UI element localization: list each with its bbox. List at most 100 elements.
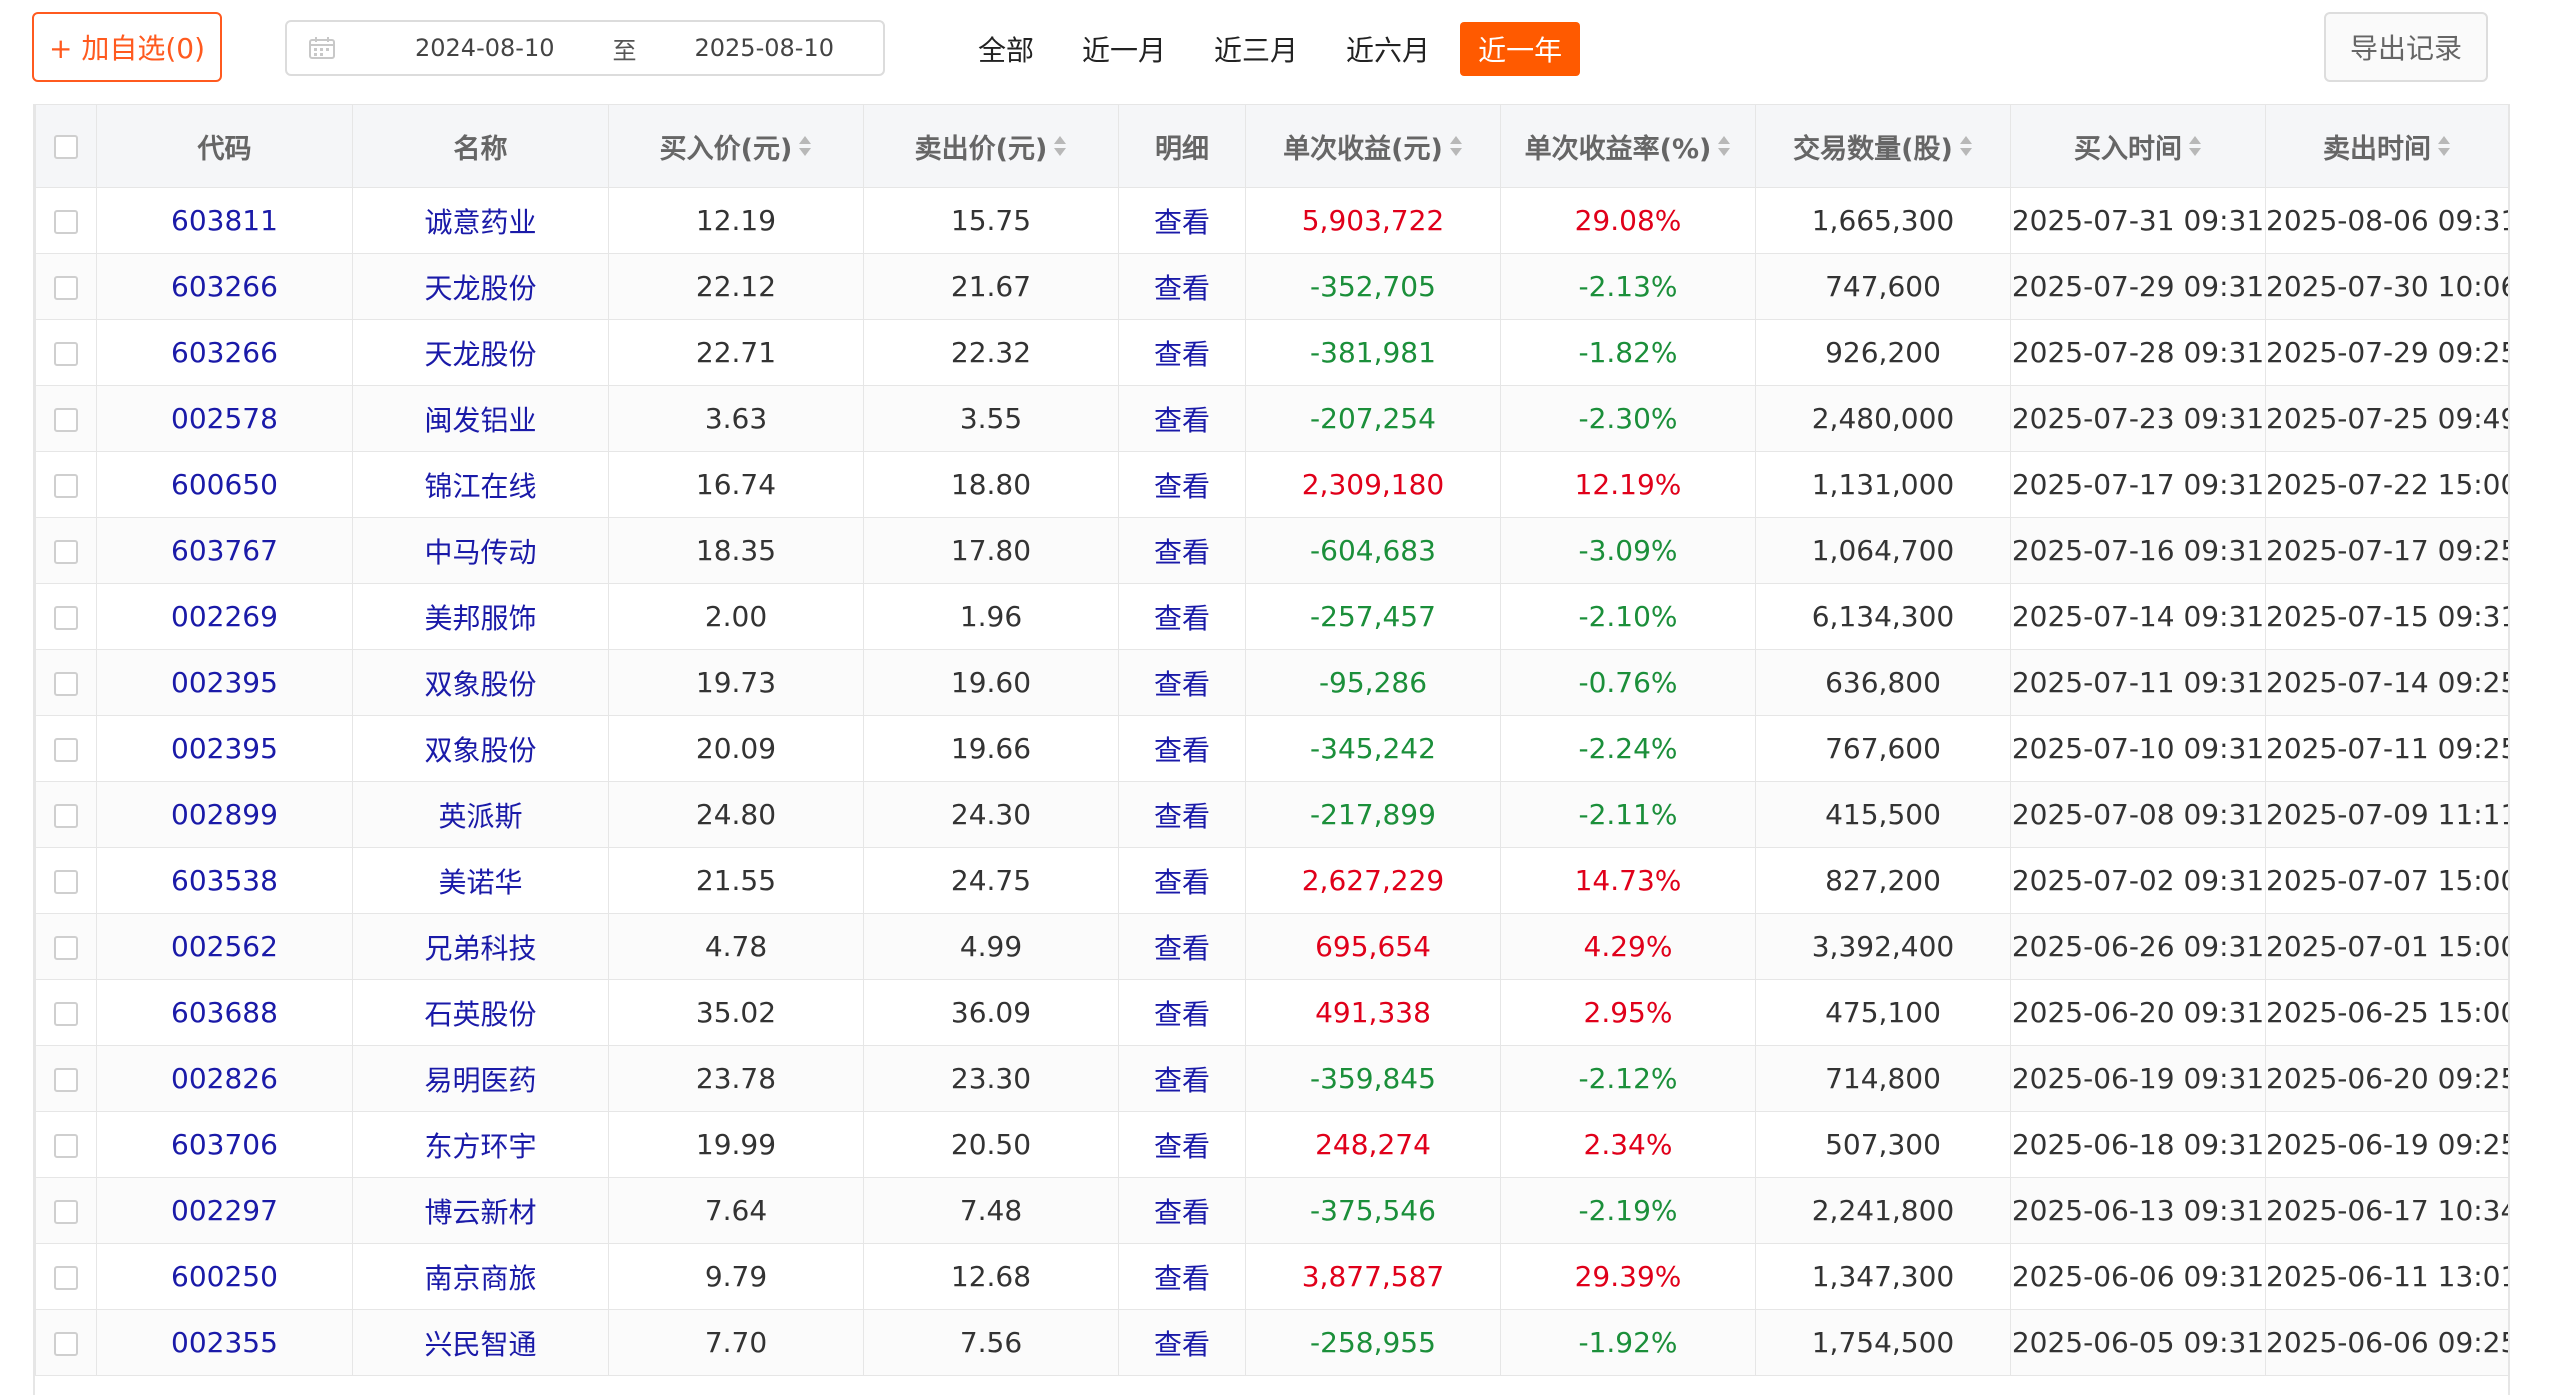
add-watchlist-button[interactable]: + 加自选(0) (32, 12, 222, 82)
stock-name-link[interactable]: 东方环宇 (352, 1111, 609, 1178)
view-detail-link[interactable]: 查看 (1118, 847, 1246, 914)
view-detail-link[interactable]: 查看 (1118, 979, 1246, 1046)
row-checkbox[interactable] (54, 474, 78, 498)
tab-3-months[interactable]: 近三月 (1214, 34, 1299, 67)
stock-name-link[interactable]: 天龙股份 (352, 253, 609, 320)
tab-6-months[interactable]: 近六月 (1346, 34, 1431, 67)
view-detail-link[interactable]: 查看 (1118, 781, 1246, 848)
row-checkbox[interactable] (54, 738, 78, 762)
sort-icon[interactable] (2437, 135, 2451, 157)
view-detail-link[interactable]: 查看 (1118, 583, 1246, 650)
row-checkbox[interactable] (54, 210, 78, 234)
view-detail-link[interactable]: 查看 (1118, 715, 1246, 782)
header-sell-time[interactable]: 卖出时间 (2265, 104, 2508, 188)
stock-name-link[interactable]: 兄弟科技 (352, 913, 609, 980)
stock-name-link[interactable]: 美邦服饰 (352, 583, 609, 650)
stock-name-link[interactable]: 易明医药 (352, 1045, 609, 1112)
sort-icon[interactable] (1449, 135, 1463, 157)
row-checkbox[interactable] (54, 804, 78, 828)
header-buy-price[interactable]: 买入价(元) (608, 104, 864, 188)
stock-code-link[interactable]: 002899 (96, 781, 353, 848)
row-checkbox[interactable] (54, 672, 78, 696)
row-checkbox[interactable] (54, 1200, 78, 1224)
stock-name-link[interactable]: 锦江在线 (352, 451, 609, 518)
view-detail-link[interactable]: 查看 (1118, 253, 1246, 320)
view-detail-link[interactable]: 查看 (1118, 517, 1246, 584)
stock-code-link[interactable]: 002355 (96, 1309, 353, 1376)
tab-1-year[interactable]: 近一年 (1460, 22, 1581, 76)
stock-code-link[interactable]: 600650 (96, 451, 353, 518)
sort-icon[interactable] (1053, 135, 1067, 157)
stock-name-link[interactable]: 美诺华 (352, 847, 609, 914)
sort-icon[interactable] (2188, 135, 2202, 157)
stock-code-link[interactable]: 603706 (96, 1111, 353, 1178)
stock-code-link[interactable]: 603266 (96, 319, 353, 386)
sort-icon[interactable] (1959, 135, 1973, 157)
header-sell-price[interactable]: 卖出价(元) (863, 104, 1119, 188)
profit-cell: -375,546 (1245, 1177, 1501, 1244)
row-checkbox[interactable] (54, 1002, 78, 1026)
stock-code-link[interactable]: 603688 (96, 979, 353, 1046)
stock-name-link[interactable]: 兴民智通 (352, 1309, 609, 1376)
view-detail-link[interactable]: 查看 (1118, 451, 1246, 518)
stock-code-link[interactable]: 002578 (96, 385, 353, 452)
tab-1-month[interactable]: 近一月 (1082, 34, 1167, 67)
stock-code-link[interactable]: 002826 (96, 1045, 353, 1112)
row-checkbox[interactable] (54, 870, 78, 894)
row-checkbox[interactable] (54, 1332, 78, 1356)
stock-name-link[interactable]: 双象股份 (352, 649, 609, 716)
sort-icon[interactable] (798, 135, 812, 157)
row-checkbox[interactable] (54, 936, 78, 960)
stock-code-link[interactable]: 603767 (96, 517, 353, 584)
header-buy-time[interactable]: 买入时间 (2010, 104, 2266, 188)
stock-code-link[interactable]: 002562 (96, 913, 353, 980)
row-checkbox[interactable] (54, 1134, 78, 1158)
stock-name-link[interactable]: 南京商旅 (352, 1243, 609, 1310)
view-detail-link[interactable]: 查看 (1118, 385, 1246, 452)
tab-all[interactable]: 全部 (978, 34, 1035, 67)
header-profit[interactable]: 单次收益(元) (1245, 104, 1501, 188)
view-detail-link[interactable]: 查看 (1118, 913, 1246, 980)
stock-code-link[interactable]: 002269 (96, 583, 353, 650)
stock-code-link[interactable]: 002395 (96, 649, 353, 716)
date-range-picker[interactable]: 2024-08-10 至 2025-08-10 (285, 20, 885, 76)
view-detail-link[interactable]: 查看 (1118, 1309, 1246, 1376)
view-detail-link[interactable]: 查看 (1118, 187, 1246, 254)
stock-name-link[interactable]: 双象股份 (352, 715, 609, 782)
row-checkbox[interactable] (54, 342, 78, 366)
stock-code-link[interactable]: 603266 (96, 253, 353, 320)
end-date-input[interactable]: 2025-08-10 (694, 34, 834, 62)
view-detail-link[interactable]: 查看 (1118, 1177, 1246, 1244)
stock-name-link[interactable]: 天龙股份 (352, 319, 609, 386)
row-checkbox[interactable] (54, 540, 78, 564)
header-rate[interactable]: 单次收益率(%) (1500, 104, 1756, 188)
start-date-input[interactable]: 2024-08-10 (415, 34, 555, 62)
header-buy-price-label: 买入价(元) (659, 133, 793, 165)
view-detail-link[interactable]: 查看 (1118, 319, 1246, 386)
stock-name-link[interactable]: 博云新材 (352, 1177, 609, 1244)
row-checkbox[interactable] (54, 606, 78, 630)
stock-code-link[interactable]: 603538 (96, 847, 353, 914)
stock-name-link[interactable]: 英派斯 (352, 781, 609, 848)
view-detail-link[interactable]: 查看 (1118, 1243, 1246, 1310)
row-checkbox[interactable] (54, 1266, 78, 1290)
row-checkbox[interactable] (54, 1068, 78, 1092)
stock-name-link[interactable]: 石英股份 (352, 979, 609, 1046)
sort-icon[interactable] (1717, 135, 1731, 157)
stock-name-link[interactable]: 中马传动 (352, 517, 609, 584)
export-records-button[interactable]: 导出记录 (2324, 12, 2488, 82)
stock-name-link[interactable]: 闽发铝业 (352, 385, 609, 452)
row-checkbox[interactable] (54, 408, 78, 432)
row-checkbox[interactable] (54, 276, 78, 300)
header-qty[interactable]: 交易数量(股) (1755, 104, 2011, 188)
stock-code-link[interactable]: 002395 (96, 715, 353, 782)
stock-name-link[interactable]: 诚意药业 (352, 187, 609, 254)
view-detail-link[interactable]: 查看 (1118, 649, 1246, 716)
stock-code-link[interactable]: 002297 (96, 1177, 353, 1244)
stock-code-link[interactable]: 600250 (96, 1243, 353, 1310)
stock-code-link[interactable]: 603811 (96, 187, 353, 254)
select-all-checkbox[interactable] (54, 135, 78, 159)
view-detail-link[interactable]: 查看 (1118, 1111, 1246, 1178)
view-detail-link[interactable]: 查看 (1118, 1045, 1246, 1112)
trade-table-container[interactable]: 代码 名称 买入价(元) 卖出价(元) 明细 单次收益(元) 单次收益率(%) … (33, 104, 2510, 1395)
